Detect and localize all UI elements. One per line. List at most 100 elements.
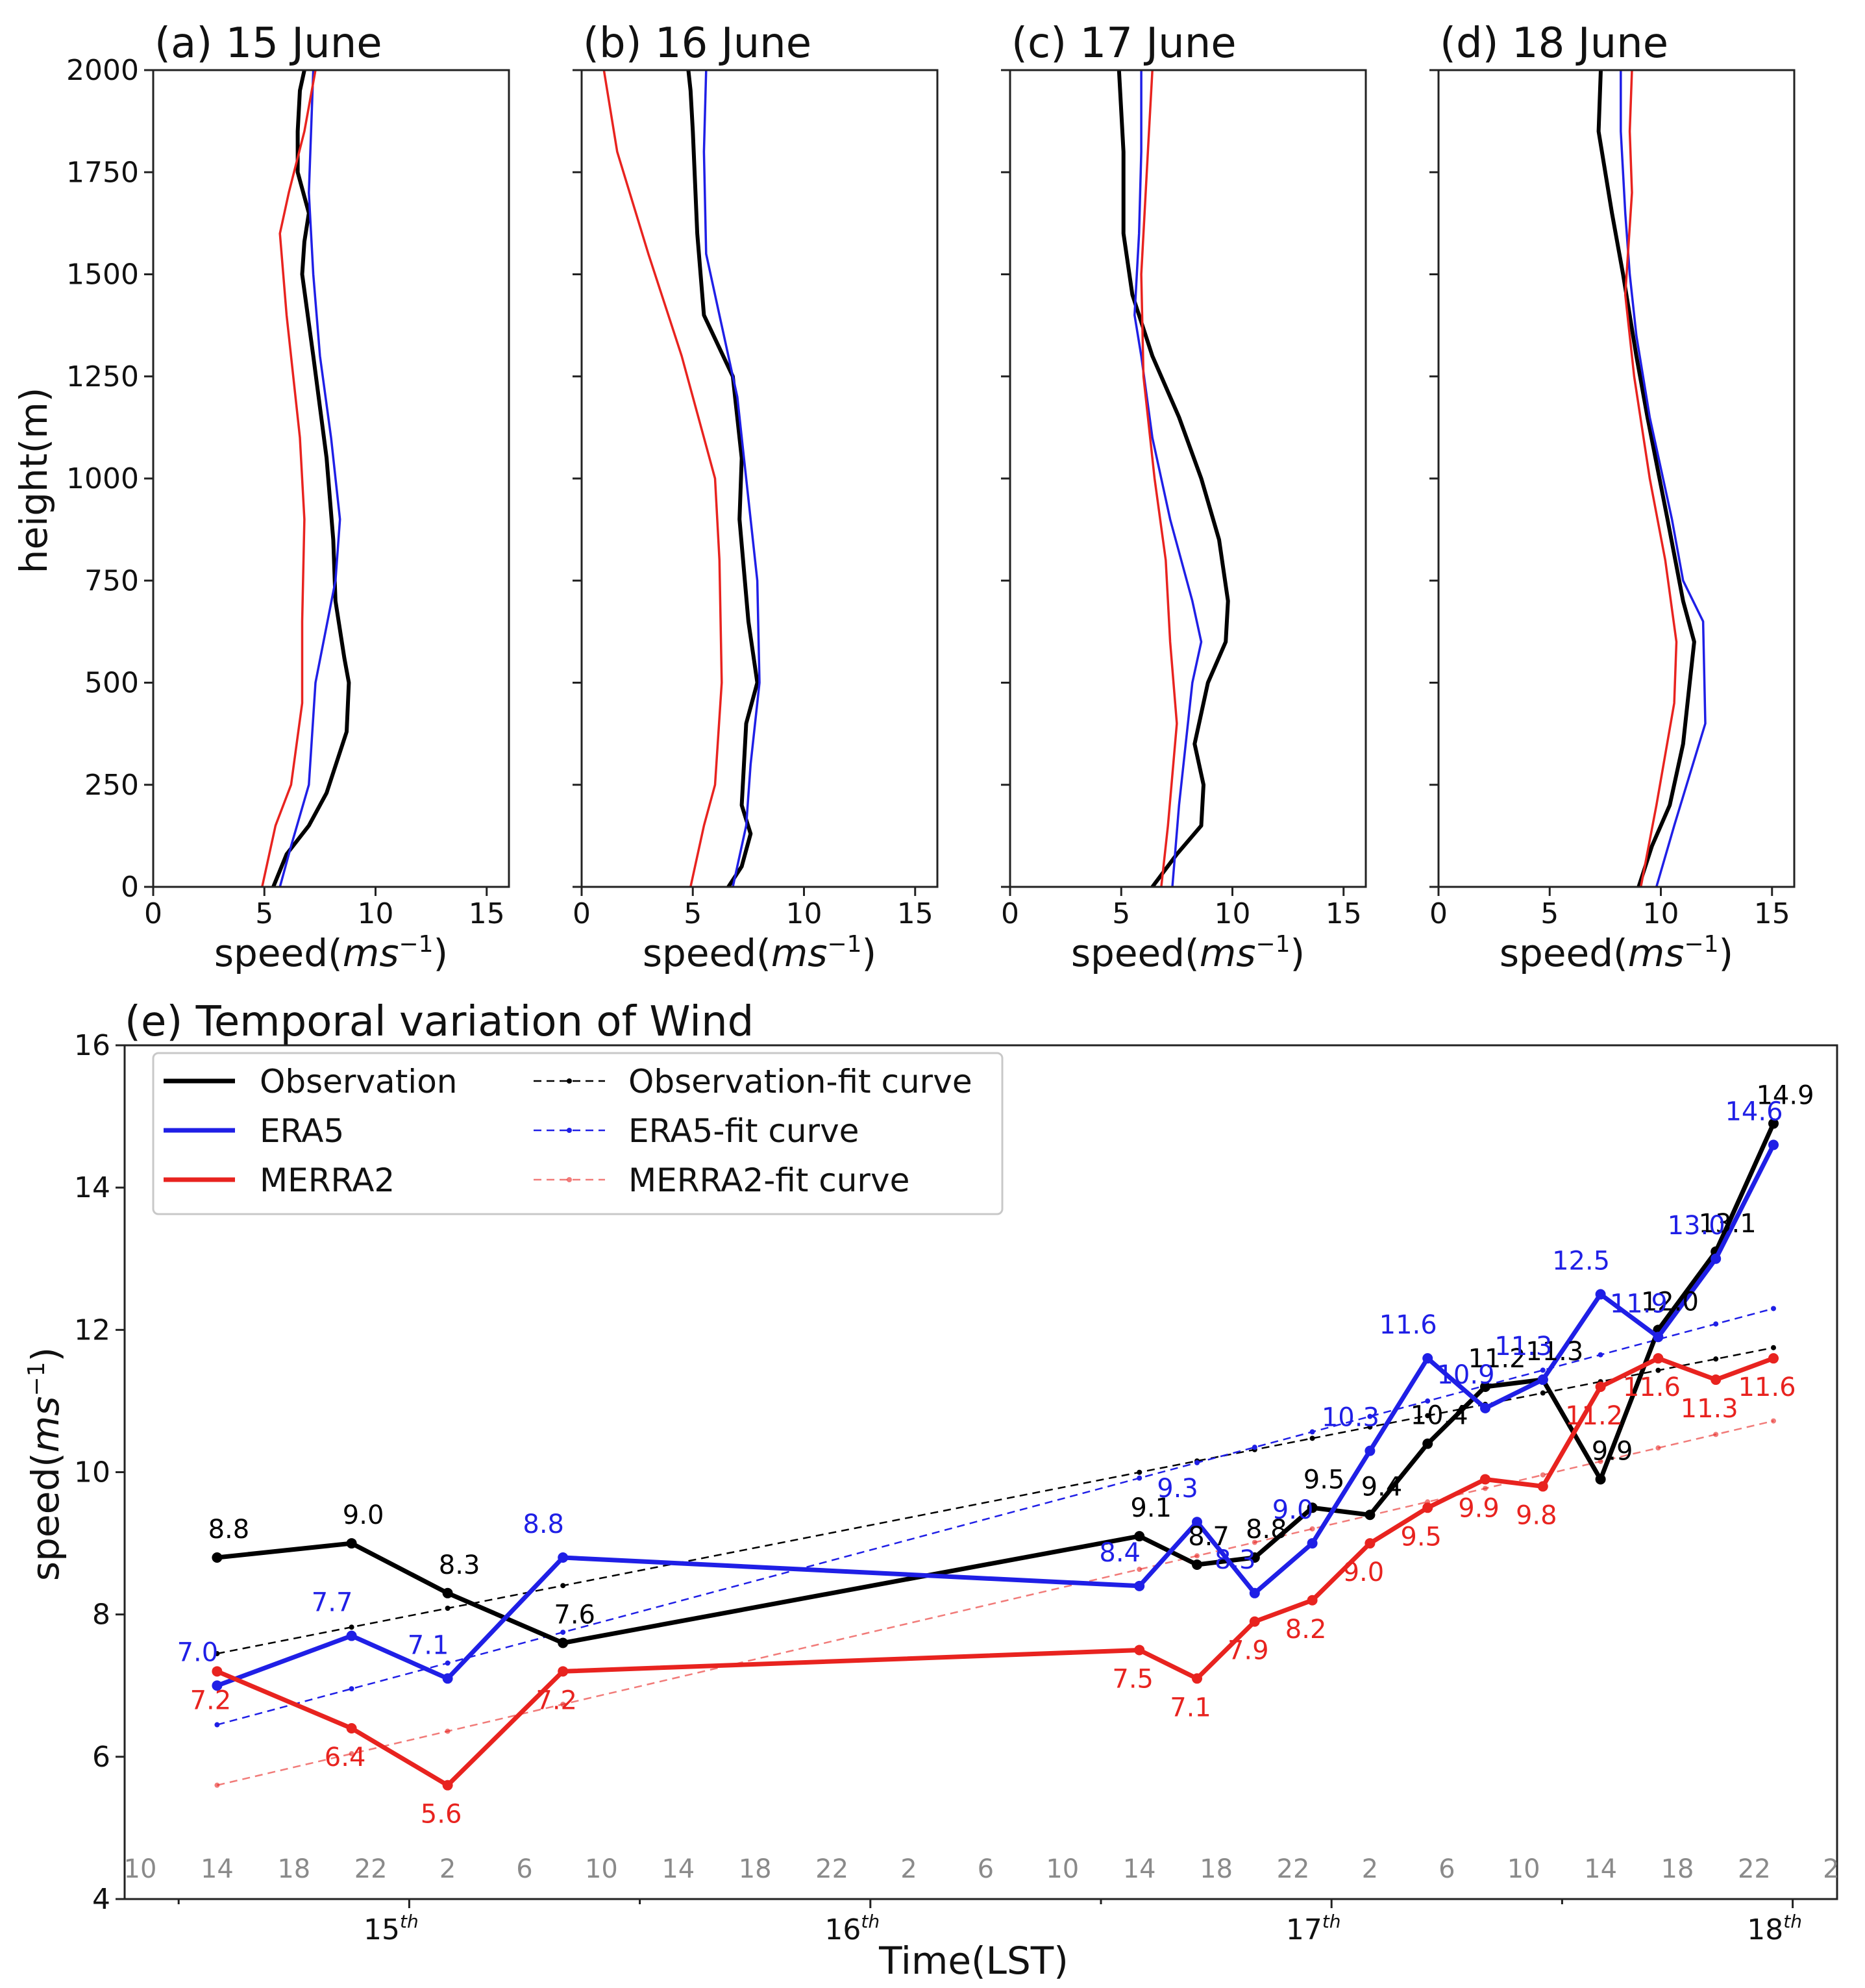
xlabel-suffix: ) [1291, 931, 1305, 975]
y-tick-label: 0 [121, 871, 139, 904]
xlabel-unit: ms [1200, 931, 1256, 975]
data-label-era5: 14.6 [1725, 1097, 1783, 1126]
legend: Observation ERA5 MERRA2 Observation-fit … [152, 1052, 1004, 1215]
x-tick-label: 0 [1001, 897, 1019, 930]
xlabel-prefix: speed( [214, 931, 343, 975]
legend-box [152, 1052, 1004, 1215]
data-label-observation: 9.9 [1592, 1436, 1633, 1466]
series-point-merra2 [558, 1666, 569, 1677]
series-point-merra2 [346, 1723, 357, 1733]
data-label-era5: 12.5 [1552, 1247, 1610, 1276]
series-point-merra2 [1192, 1673, 1202, 1684]
x-tick-label: 10 [358, 897, 394, 930]
hour-tick-label: 18 [1200, 1854, 1233, 1884]
day-suffix: th [1322, 1911, 1341, 1932]
y-tick-label: 1500 [66, 258, 139, 292]
data-label-era5: 9.0 [1272, 1495, 1314, 1525]
fit-marker [1137, 1475, 1142, 1481]
fit-marker [445, 1660, 451, 1666]
legend-marker-observation-fit [567, 1078, 572, 1084]
fit-marker [1425, 1413, 1431, 1419]
data-label-observation: 11.3 [1525, 1337, 1583, 1367]
fit-marker [1367, 1413, 1373, 1419]
fit-marker [1713, 1321, 1719, 1327]
day-suffix: th [1783, 1911, 1802, 1932]
xlabel-unit: ms [343, 931, 399, 975]
fit-marker [1771, 1345, 1776, 1350]
day-suffix: th [400, 1911, 419, 1932]
hour-tick-label: 14 [1584, 1854, 1617, 1884]
data-label-era5: 11.9 [1610, 1289, 1668, 1319]
data-label-observation: 8.7 [1188, 1522, 1229, 1552]
data-label-merra2: 9.0 [1343, 1558, 1385, 1587]
hour-tick-label: 6 [516, 1854, 532, 1884]
fit-marker [1713, 1432, 1719, 1437]
profile-title: (c) 17 June [1011, 19, 1237, 68]
profile-xlabel: speed(ms−1) [1071, 931, 1305, 975]
series-point-merra2 [1711, 1374, 1722, 1385]
profile-line-observation [271, 69, 351, 888]
day-number: 17 [1286, 1913, 1322, 1946]
xlabel-exp: −1 [827, 931, 861, 958]
hour-tick-label: 10 [124, 1854, 157, 1884]
day-tick-label: 17th [1286, 1911, 1341, 1946]
series-point-merra2 [1768, 1353, 1779, 1364]
hour-tick-label: 18 [1661, 1854, 1694, 1884]
hour-tick-label: 10 [585, 1854, 618, 1884]
data-label-merra2: 11.6 [1738, 1373, 1796, 1402]
fit-marker [1540, 1367, 1546, 1373]
series-point-observation [1595, 1474, 1606, 1485]
timeseries-xlabel: Time(LST) [878, 1939, 1068, 1983]
legend-marker-era5-fit [567, 1128, 572, 1133]
fit-marker [560, 1630, 566, 1635]
ylabel-unit: ms [23, 1397, 68, 1453]
fit-marker [1309, 1429, 1315, 1435]
data-label-merra2: 7.9 [1228, 1636, 1269, 1666]
series-point-era5 [1768, 1139, 1779, 1150]
y-tick-label: 6 [92, 1741, 110, 1774]
timeseries-title: (e) Temporal variation of Wind [125, 998, 754, 1046]
timeseries-panel: (e) Temporal variation of Wind speed(ms−… [23, 998, 1840, 1983]
data-label-era5: 7.0 [177, 1637, 219, 1667]
data-label-merra2: 9.5 [1400, 1522, 1442, 1552]
data-label-observation: 12.0 [1641, 1287, 1699, 1317]
x-tick-label: 15 [1326, 897, 1362, 930]
series-point-observation [558, 1637, 569, 1648]
profile-line-observation [686, 69, 760, 888]
legend-label-era5-fit: ERA5-fit curve [628, 1112, 859, 1150]
fit-marker [214, 1782, 220, 1788]
series-point-merra2 [1365, 1538, 1376, 1549]
data-label-era5: 10.9 [1437, 1360, 1494, 1390]
timeseries-ylabel: speed(ms−1) [23, 1347, 68, 1581]
data-label-merra2: 6.4 [325, 1743, 366, 1772]
profile-line-merra2 [1140, 69, 1178, 888]
fit-marker [1655, 1367, 1661, 1373]
fit-marker [1194, 1460, 1200, 1465]
data-label-merra2: 7.1 [1170, 1693, 1211, 1722]
series-point-merra2 [212, 1666, 223, 1677]
series-point-observation [1249, 1552, 1260, 1563]
fit-marker [1309, 1526, 1315, 1532]
legend-label-era5: ERA5 [260, 1112, 344, 1150]
x-tick-label: 10 [1215, 897, 1251, 930]
series-point-observation [346, 1538, 357, 1549]
profile-line-merra2 [602, 69, 723, 888]
profile-line-era5 [1620, 70, 1707, 888]
x-tick-label: 15 [1754, 897, 1790, 930]
day-tick-label: 15th [364, 1911, 419, 1946]
ylabel-suffix: ) [23, 1347, 68, 1362]
fit-marker [1137, 1567, 1142, 1572]
series-point-era5 [1480, 1402, 1490, 1413]
series-point-era5 [558, 1552, 569, 1563]
hour-tick-label: 10 [1507, 1854, 1540, 1884]
xlabel-prefix: speed( [1500, 931, 1628, 975]
series-point-era5 [1365, 1445, 1376, 1456]
series-point-merra2 [1422, 1502, 1433, 1513]
fit-marker [349, 1624, 354, 1630]
fit-marker [1540, 1390, 1546, 1396]
series-point-merra2 [1480, 1474, 1490, 1485]
xlabel-suffix: ) [434, 931, 449, 975]
fit-marker [1655, 1445, 1661, 1451]
